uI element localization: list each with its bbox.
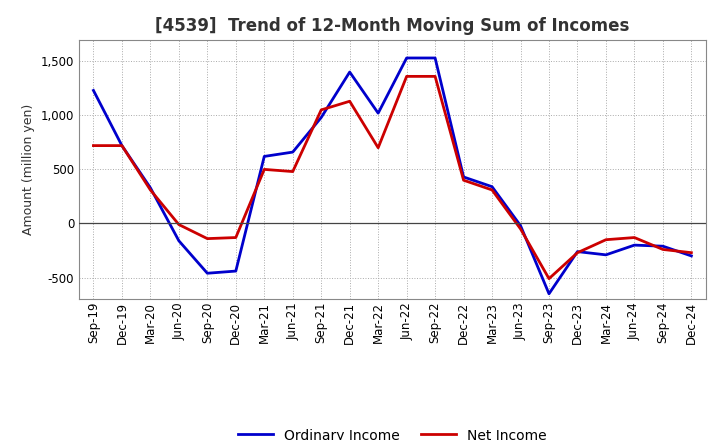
Net Income xyxy=(174,222,183,227)
Net Income xyxy=(117,143,126,148)
Ordinary Income xyxy=(346,70,354,75)
Ordinary Income xyxy=(317,115,325,120)
Net Income xyxy=(545,276,554,281)
Ordinary Income xyxy=(260,154,269,159)
Net Income xyxy=(431,74,439,79)
Ordinary Income xyxy=(117,143,126,148)
Net Income xyxy=(487,187,496,193)
Net Income xyxy=(89,143,98,148)
Net Income xyxy=(630,235,639,240)
Ordinary Income xyxy=(89,88,98,93)
Ordinary Income xyxy=(203,271,212,276)
Line: Ordinary Income: Ordinary Income xyxy=(94,58,691,294)
Net Income xyxy=(687,250,696,255)
Ordinary Income xyxy=(459,174,468,180)
Ordinary Income xyxy=(630,242,639,248)
Ordinary Income xyxy=(174,238,183,243)
Net Income xyxy=(289,169,297,174)
Y-axis label: Amount (million yen): Amount (million yen) xyxy=(22,104,35,235)
Ordinary Income xyxy=(374,110,382,116)
Net Income xyxy=(516,226,525,231)
Ordinary Income xyxy=(602,252,611,257)
Net Income xyxy=(260,167,269,172)
Ordinary Income xyxy=(431,55,439,61)
Ordinary Income xyxy=(516,223,525,228)
Net Income xyxy=(402,74,411,79)
Ordinary Income xyxy=(402,55,411,61)
Net Income xyxy=(232,235,240,240)
Ordinary Income xyxy=(687,253,696,259)
Ordinary Income xyxy=(545,291,554,297)
Net Income xyxy=(459,178,468,183)
Ordinary Income xyxy=(146,185,155,191)
Ordinary Income xyxy=(573,249,582,254)
Net Income xyxy=(374,145,382,150)
Net Income xyxy=(203,236,212,241)
Net Income xyxy=(146,187,155,193)
Net Income xyxy=(346,99,354,104)
Ordinary Income xyxy=(487,184,496,189)
Ordinary Income xyxy=(232,268,240,274)
Net Income xyxy=(602,237,611,242)
Net Income xyxy=(659,247,667,252)
Net Income xyxy=(573,250,582,255)
Ordinary Income xyxy=(659,244,667,249)
Ordinary Income xyxy=(289,150,297,155)
Legend: Ordinary Income, Net Income: Ordinary Income, Net Income xyxy=(233,423,552,440)
Line: Net Income: Net Income xyxy=(94,77,691,279)
Net Income xyxy=(317,107,325,113)
Title: [4539]  Trend of 12-Month Moving Sum of Incomes: [4539] Trend of 12-Month Moving Sum of I… xyxy=(156,17,629,35)
